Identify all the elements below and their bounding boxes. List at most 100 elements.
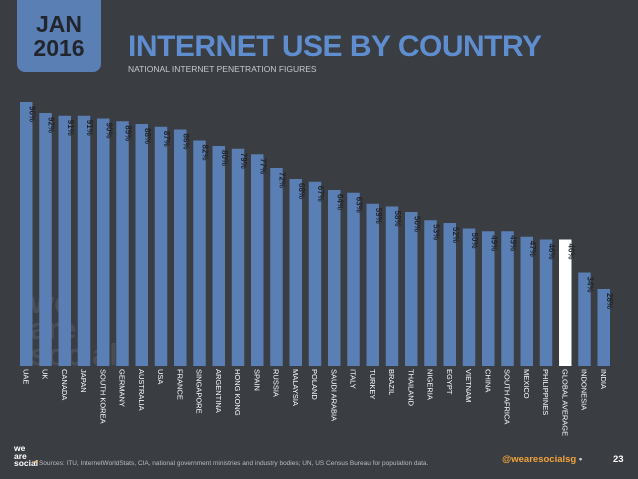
category-label: MEXICO xyxy=(522,369,531,399)
bar-philippines xyxy=(539,239,553,366)
category-label: GERMANY xyxy=(118,369,127,407)
value-label: 91% xyxy=(66,120,75,136)
bar-saudi-arabia xyxy=(328,190,341,366)
value-label: 49% xyxy=(489,235,498,251)
value-label: 58% xyxy=(393,211,402,227)
value-label: 96% xyxy=(27,106,36,122)
category-label: SINGAPORE xyxy=(195,369,204,414)
category-label: SPAIN xyxy=(252,369,261,391)
category-label: RUSSIA xyxy=(272,369,281,397)
value-label: 87% xyxy=(162,131,171,147)
value-label: 63% xyxy=(355,197,364,213)
bar-argentina xyxy=(212,146,225,366)
bar-india xyxy=(597,289,610,366)
category-label: PHILIPPINES xyxy=(541,369,550,415)
page-subtitle: NATIONAL INTERNET PENETRATION FIGURES xyxy=(128,64,317,74)
bar-japan xyxy=(77,115,91,366)
value-label: 67% xyxy=(316,186,325,202)
value-label: 92% xyxy=(47,117,56,133)
category-label: CANADA xyxy=(60,369,69,400)
value-label: 56% xyxy=(412,216,421,232)
value-label: 90% xyxy=(104,123,113,139)
bar-canada xyxy=(58,115,71,366)
category-label: NIGERIA xyxy=(426,369,435,400)
bar-hong-kong xyxy=(231,148,245,366)
bar-vietnam xyxy=(462,228,476,366)
bar-turkey xyxy=(366,203,379,366)
category-label: POLAND xyxy=(310,369,319,400)
value-label: 64% xyxy=(335,194,344,210)
bar-italy xyxy=(347,192,360,366)
footer-handle[interactable]: @wearesocialsg • xyxy=(502,454,583,465)
sources-text: Sources: ITU, InternetWorldStats, CIA, n… xyxy=(38,460,429,467)
value-label: 86% xyxy=(181,134,190,150)
value-label: 91% xyxy=(85,120,94,136)
bar-uae xyxy=(20,102,33,366)
bar-indonesia xyxy=(578,272,591,366)
bar-malaysia xyxy=(289,179,302,366)
value-label: 79% xyxy=(239,153,248,169)
bar-spain xyxy=(251,154,264,366)
category-label: ARGENTINA xyxy=(214,369,223,413)
category-label: EGYPT xyxy=(445,369,454,395)
category-label: FRANCE xyxy=(175,369,184,400)
bar-poland xyxy=(308,181,322,366)
bar-singapore xyxy=(193,140,206,366)
category-label: BRAZIL xyxy=(387,369,396,395)
value-label: 46% xyxy=(566,244,575,260)
category-label: ITALY xyxy=(349,369,358,389)
bar-china xyxy=(482,231,495,366)
category-label: USA xyxy=(156,369,165,384)
category-label: TURKEY xyxy=(368,369,377,399)
bar-south-korea xyxy=(97,118,110,366)
category-label: UAE xyxy=(21,369,30,384)
bar-global-average xyxy=(559,239,572,366)
category-label: HONG KONG xyxy=(233,369,242,416)
page-number: 23 xyxy=(613,454,624,465)
category-label: SOUTH AFRICA xyxy=(503,369,512,424)
category-label: AUSTRALIA xyxy=(137,369,146,411)
value-label: 34% xyxy=(586,277,595,293)
category-label: THAILAND xyxy=(406,369,415,407)
category-label: INDIA xyxy=(599,369,608,389)
footer-separator: • xyxy=(578,454,583,465)
footer-logo: we are social xyxy=(14,443,39,468)
footer-sources: • Sources: ITU, InternetWorldStats, CIA,… xyxy=(34,457,428,467)
category-label: UK xyxy=(41,369,50,379)
bar-germany xyxy=(116,121,129,366)
bar-brazil xyxy=(385,206,399,366)
bar-mexico xyxy=(520,236,533,366)
bar-thailand xyxy=(405,212,418,366)
bar-uk xyxy=(39,113,52,366)
category-label: SOUTH KOREA xyxy=(98,369,107,424)
category-label: CHINA xyxy=(483,369,492,392)
value-label: 80% xyxy=(220,150,229,166)
bar-usa xyxy=(154,126,168,366)
bar-nigeria xyxy=(424,220,437,366)
value-label: 49% xyxy=(509,235,518,251)
category-label: VIETNAM xyxy=(464,369,473,402)
value-label: 88% xyxy=(143,128,152,144)
value-label: 46% xyxy=(547,244,556,260)
category-label: SAUDI ARABIA xyxy=(329,369,338,421)
value-label: 50% xyxy=(470,233,479,249)
bar-russia xyxy=(270,168,283,366)
bar-australia xyxy=(135,124,148,366)
category-label: JAPAN xyxy=(79,369,88,393)
bar-chart: 96% UAE 92% UK 91% CANADA 91% JAPAN 90% SOUTH KOR… xyxy=(20,102,614,436)
category-label: INDONESIA xyxy=(580,369,589,410)
date-month: JAN xyxy=(35,11,82,37)
category-label: GLOBAL AVERAGE xyxy=(560,369,569,436)
bullet-dot: • xyxy=(34,457,38,467)
date-badge: JAN 2016 xyxy=(17,0,101,72)
value-label: 28% xyxy=(605,293,614,309)
value-label: 53% xyxy=(432,224,441,240)
value-label: 77% xyxy=(258,158,267,174)
value-label: 68% xyxy=(297,183,306,199)
bar-south-africa xyxy=(501,231,514,366)
value-label: 52% xyxy=(451,227,460,243)
value-label: 89% xyxy=(124,125,133,141)
date-year: 2016 xyxy=(33,35,85,61)
value-label: 59% xyxy=(374,208,383,224)
value-label: 72% xyxy=(278,172,287,188)
